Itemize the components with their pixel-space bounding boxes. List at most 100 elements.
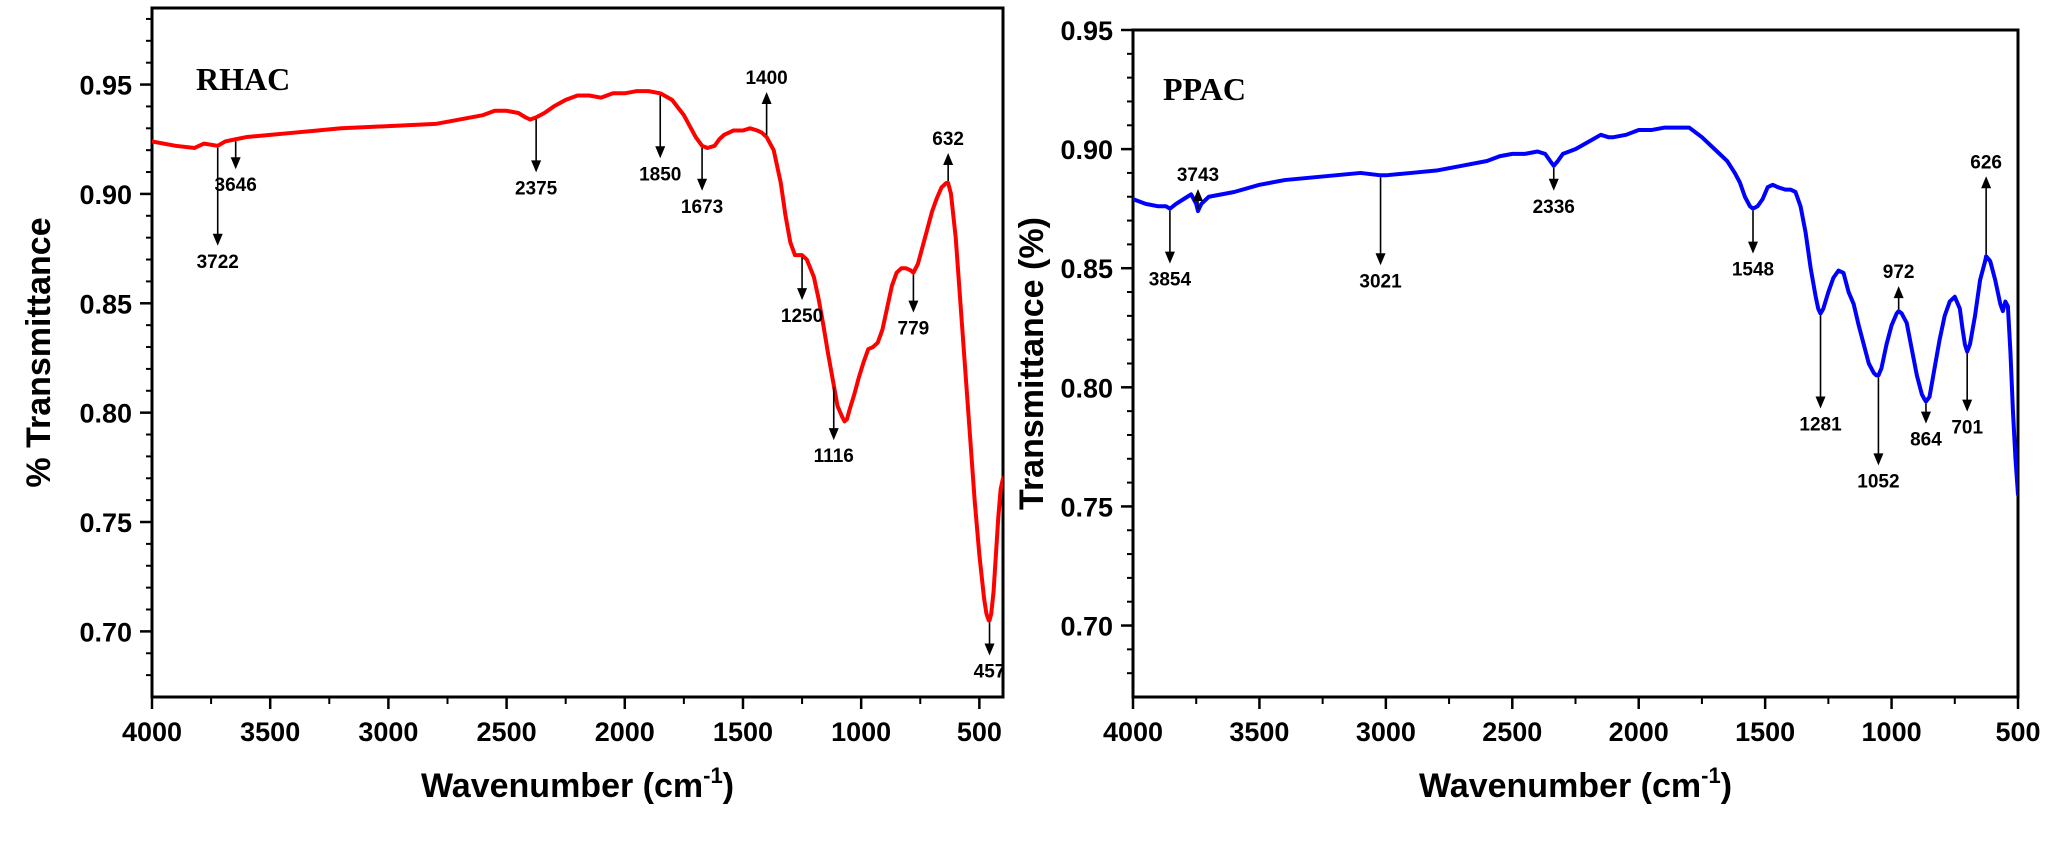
rhac-x-tick-label: 500: [957, 717, 1002, 747]
ppac-peak-label: 3743: [1177, 165, 1219, 186]
rhac-peak-annotation: 632: [932, 129, 964, 181]
rhac-x-tick-label: 3500: [240, 717, 300, 747]
ppac-peak-arrow-head: [1893, 286, 1904, 299]
ppac-x-tick-label: 4000: [1103, 717, 1163, 747]
rhac-y-tick-label: 0.75: [79, 508, 132, 538]
ppac-peak-arrow-head: [1192, 189, 1203, 202]
ppac-peak-annotation: 864: [1910, 403, 1942, 451]
rhac-peak-annotation: 1116: [814, 387, 854, 467]
rhac-peak-label: 1250: [781, 306, 823, 327]
ppac-x-tick-label: 2500: [1482, 717, 1542, 747]
rhac-y-tick-label: 0.70: [79, 617, 132, 647]
rhac-peak-label: 1116: [814, 446, 854, 467]
ppac-y-tick-label: 0.85: [1060, 254, 1113, 284]
rhac-x-tick-label: 1500: [713, 717, 773, 747]
rhac-peak-annotation: 1850: [639, 95, 681, 185]
rhac-peak-annotation: 3722: [197, 147, 239, 273]
ppac-peak-annotation: 3021: [1359, 177, 1402, 292]
ppac-peak-annotation: 701: [1951, 353, 1983, 439]
ppac-peak-annotation: 1548: [1732, 210, 1774, 281]
ppac-peak-label: 3854: [1149, 270, 1192, 291]
rhac-peak-arrow-head: [828, 428, 839, 441]
ppac-peak-annotation: 1281: [1799, 315, 1842, 435]
rhac-peak-label: 779: [898, 319, 930, 340]
ppac-peak-arrow-head: [1164, 251, 1175, 264]
ppac-y-axis-title: Transmittance (%): [1013, 217, 1051, 510]
ppac-y-tick-label: 0.70: [1060, 612, 1113, 642]
ppac-peak-annotation: 2336: [1533, 167, 1575, 218]
rhac-spectrum-line: [152, 89, 1003, 623]
rhac-peak-annotation: 457: [974, 622, 1006, 682]
rhac-y-tick-label: 0.90: [79, 180, 132, 210]
rhac-peak-arrow-head: [797, 288, 808, 301]
ppac-peak-arrow-head: [1873, 453, 1884, 466]
rhac-plot-frame: [150, 6, 1005, 699]
rhac-x-axis-title: Wavenumber (cm-1): [421, 763, 734, 805]
ppac-x-tick-label: 3500: [1229, 717, 1289, 747]
rhac-y-tick-label: 0.80: [79, 399, 132, 429]
ppac-peak-arrow-head: [1375, 253, 1386, 266]
rhac-y-tick-label: 0.95: [79, 71, 132, 101]
rhac-peak-label: 1850: [639, 164, 681, 185]
rhac-y-axis-title: % Transmittance: [20, 217, 58, 487]
rhac-x-tick-label: 3000: [358, 717, 418, 747]
ppac-peak-label: 626: [1970, 152, 2002, 173]
ppac-peak-arrow-head: [1962, 399, 1973, 412]
rhac-chart-panel: 4000 3500 3000 2500 2000 1500 1000 500 0.70 0.75 0…: [20, 6, 1006, 805]
ppac-chart-panel: 4000 3500 3000 2500 2000 1500 1000 500 0.70 0.75 0…: [1013, 16, 2041, 805]
ppac-x-axis-title-main: Wavenumber (cm: [1419, 767, 1701, 805]
rhac-peak-arrow-head: [531, 160, 542, 173]
rhac-peak-label: 3722: [197, 252, 239, 273]
ppac-peak-annotation: 1052: [1857, 377, 1900, 492]
rhac-peak-label: 457: [974, 661, 1006, 682]
rhac-peak-annotation: 2375: [515, 119, 558, 199]
ppac-x-tick-label: 1000: [1862, 717, 1922, 747]
rhac-peak-annotation: 3646: [215, 141, 257, 196]
ppac-peak-label: 3021: [1359, 271, 1402, 292]
ppac-y-tick-label: 0.95: [1060, 16, 1113, 46]
rhac-peak-label: 632: [932, 129, 964, 150]
rhac-peak-arrow-head: [761, 92, 772, 105]
ppac-peak-arrow-head: [1815, 396, 1826, 409]
ppac-peak-annotation: 626: [1970, 152, 2002, 255]
rhac-peak-label: 1673: [681, 197, 723, 218]
ppac-x-axis-title-close: ): [1721, 767, 1732, 805]
rhac-peak-annotation: 779: [898, 274, 930, 340]
rhac-y-tick-label: 0.85: [79, 289, 132, 319]
ppac-x-axis-title: Wavenumber (cm-1): [1419, 763, 1732, 805]
ppac-peak-label: 1052: [1857, 471, 1899, 492]
rhac-peak-arrow-head: [230, 157, 241, 170]
ppac-y-tick-label: 0.80: [1060, 373, 1113, 403]
ppac-spectrum-line: [1133, 125, 2018, 497]
ppac-x-axis-title-sup: -1: [1701, 763, 1721, 788]
rhac-x-tick-label: 4000: [122, 717, 182, 747]
ppac-peak-arrow-head: [1548, 178, 1559, 191]
rhac-x-tick-label: 1000: [831, 717, 891, 747]
rhac-x-axis-title-sup: -1: [703, 763, 723, 788]
rhac-peak-annotation: 1250: [781, 257, 823, 327]
ppac-peak-label: 701: [1951, 418, 1983, 439]
rhac-peak-annotation: 1400: [745, 68, 788, 136]
ppac-x-tick-label: 2000: [1609, 717, 1669, 747]
rhac-x-tick-label: 2000: [595, 717, 655, 747]
ppac-peak-arrow-head: [1748, 241, 1759, 254]
rhac-peak-arrow-head: [984, 643, 995, 656]
rhac-peak-arrow-head: [908, 300, 919, 313]
ppac-peak-label: 2336: [1533, 197, 1575, 218]
ppac-peak-arrow-head: [1981, 176, 1992, 189]
ppac-plot-frame: [1131, 28, 2020, 699]
ppac-y-tick-label: 0.75: [1060, 492, 1113, 522]
ppac-peak-label: 1548: [1732, 260, 1774, 281]
ppac-peak-label: 1281: [1799, 414, 1842, 435]
rhac-x-axis-title-close: ): [723, 767, 734, 805]
ppac-peak-annotation: 972: [1883, 262, 1915, 310]
rhac-peak-arrow-head: [943, 152, 954, 165]
rhac-peak-arrow-head: [655, 146, 666, 159]
ppac-x-tick-label: 3000: [1356, 717, 1416, 747]
ppac-peak-label: 972: [1883, 262, 1915, 283]
rhac-panel-title: RHAC: [196, 61, 290, 97]
rhac-peak-arrow-head: [212, 233, 223, 246]
ppac-x-tick-label: 500: [1995, 717, 2040, 747]
rhac-x-tick-label: 2500: [477, 717, 537, 747]
